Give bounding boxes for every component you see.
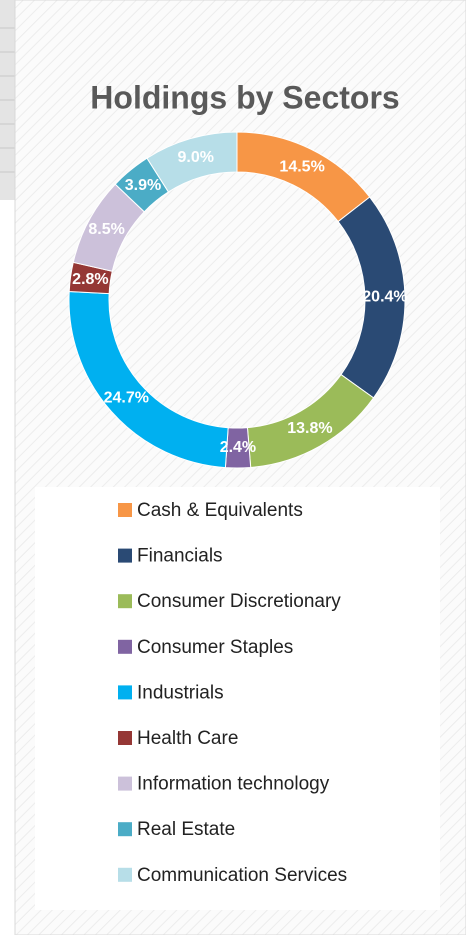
- tab-lines: [0, 27, 15, 173]
- legend-label: Financials: [137, 546, 223, 567]
- legend-swatch: [118, 685, 132, 700]
- legend-swatch: [118, 594, 132, 609]
- legend-swatch: [118, 776, 132, 791]
- legend-label: Real Estate: [137, 819, 235, 840]
- data-label: 24.7%: [104, 389, 149, 406]
- chart-title: Holdings by Sectors: [90, 79, 399, 115]
- legend-swatch: [118, 731, 132, 745]
- data-label: 14.5%: [279, 158, 324, 175]
- data-label: 8.5%: [88, 221, 124, 238]
- legend-swatch: [118, 867, 132, 882]
- legend-label: Consumer Staples: [137, 637, 293, 658]
- data-label: 20.4%: [362, 288, 407, 305]
- legend-label: Health Care: [137, 728, 238, 749]
- legend-label: Consumer Discretionary: [137, 591, 341, 612]
- legend-swatch: [118, 503, 132, 517]
- data-label: 9.0%: [177, 149, 213, 166]
- legend-label: Cash & Equivalents: [137, 500, 303, 521]
- data-label: 2.4%: [220, 439, 256, 456]
- legend-swatch: [118, 822, 132, 837]
- data-label: 13.8%: [287, 420, 332, 437]
- legend-swatch: [118, 639, 132, 654]
- data-label: 2.8%: [72, 271, 108, 288]
- data-label: 3.9%: [125, 177, 161, 194]
- slice: [146, 131, 238, 193]
- legend-swatch: [118, 548, 132, 563]
- legend-box: [35, 487, 440, 910]
- legend-label: Communication Services: [137, 865, 347, 886]
- legend-label: Information technology: [137, 774, 330, 795]
- legend-label: Industrials: [137, 682, 224, 703]
